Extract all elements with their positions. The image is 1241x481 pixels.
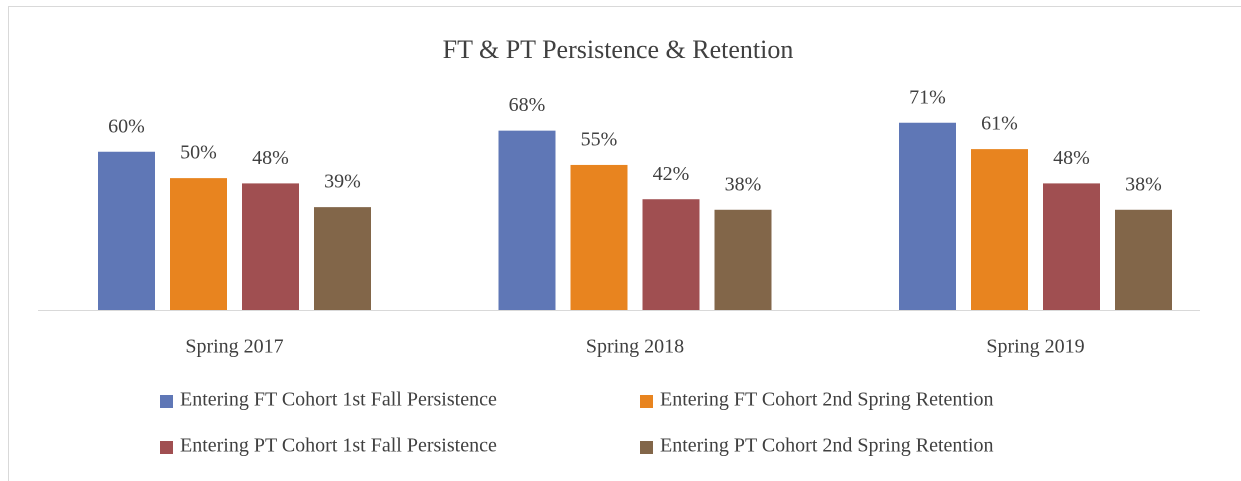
value-label: 42% [653,163,690,185]
value-label: 50% [180,142,217,164]
legend-swatch [640,395,653,408]
value-label: 61% [981,113,1018,135]
bar [570,164,628,310]
legend-label: Entering PT Cohort 1st Fall Persistence [180,435,497,457]
legend-label: Entering FT Cohort 2nd Spring Retention [660,389,994,411]
bar [98,151,155,310]
chart-title: FT & PT Persistence & Retention [443,35,794,64]
bar [170,178,227,310]
value-label: 38% [725,173,762,195]
value-label: 60% [108,115,145,137]
bar [971,149,1028,310]
bar [314,207,371,310]
legend-swatch [160,395,173,408]
bar [642,199,700,310]
legend-label: Entering PT Cohort 2nd Spring Retention [660,435,994,457]
x-tick-label: Spring 2018 [586,336,684,358]
legend-swatch [640,441,653,454]
value-label: 71% [909,86,946,108]
bar [242,183,299,310]
value-label: 48% [1053,147,1090,169]
legend-swatch [160,441,173,454]
x-tick-label: Spring 2019 [986,336,1084,358]
bar [1043,183,1100,310]
bar [714,209,772,310]
value-label: 55% [581,129,618,151]
bar [899,122,956,310]
value-label: 39% [324,171,361,193]
value-label: 48% [252,147,289,169]
x-tick-label: Spring 2017 [185,336,283,358]
bar [1115,209,1172,310]
bar [498,130,556,310]
value-label: 68% [509,94,546,116]
value-label: 38% [1125,173,1162,195]
legend-label: Entering FT Cohort 1st Fall Persistence [180,389,497,411]
